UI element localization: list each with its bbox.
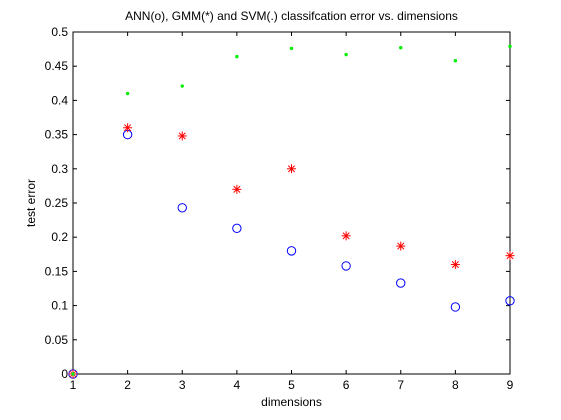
y-tick-label: 0.3: [51, 162, 68, 176]
data-marks: [69, 45, 515, 379]
y-tick-label: 0.15: [45, 264, 69, 278]
axes: [73, 32, 510, 374]
x-tick-label: 7: [397, 378, 404, 392]
y-tick-label: 0.5: [51, 25, 68, 39]
gmm-point: [123, 123, 132, 132]
svm-point: [344, 53, 347, 56]
svm-point: [399, 46, 402, 49]
y-tick-label: 0.05: [45, 333, 69, 347]
gmm-point: [451, 260, 460, 269]
x-tick-label: 4: [234, 378, 241, 392]
x-tick-label: 1: [70, 378, 77, 392]
ann-point: [178, 204, 186, 212]
svm-point: [508, 45, 511, 48]
x-tick-label: 6: [343, 378, 350, 392]
x-tick-label: 3: [179, 378, 186, 392]
y-tick-label: 0.35: [45, 128, 69, 142]
svm-point: [235, 55, 238, 58]
x-tick-label: 2: [124, 378, 131, 392]
x-tick-label: 9: [507, 378, 514, 392]
svm-point: [126, 92, 129, 95]
svm-point: [71, 372, 74, 375]
ann-point: [451, 303, 459, 311]
y-tick-label: 0.2: [51, 230, 68, 244]
gmm-point: [342, 231, 351, 240]
gmm-point: [506, 251, 515, 260]
gmm-point: [232, 185, 241, 194]
x-tick-label: 5: [288, 378, 295, 392]
svm-point: [181, 84, 184, 87]
ann-point: [287, 247, 295, 255]
ann-point: [233, 224, 241, 232]
ann-point: [397, 279, 405, 287]
y-tick-label: 0.1: [51, 299, 68, 313]
y-tick-label: 0.45: [45, 59, 69, 73]
ticks: 1 2 3 4 5 6 7 8 9 0 0.05 0.1 0.15 0.2 0.25 0.3 0.35 0.4 0.…: [45, 25, 514, 392]
ann-point: [342, 262, 350, 270]
x-tick-label: 8: [452, 378, 459, 392]
gmm-point: [396, 242, 405, 251]
gmm-point: [287, 164, 296, 173]
y-tick-label: 0.25: [45, 196, 69, 210]
y-tick-label: 0.4: [51, 93, 68, 107]
y-tick-label: 0: [61, 367, 68, 381]
svm-point: [290, 47, 293, 50]
plot-box: [73, 32, 510, 374]
gmm-point: [178, 131, 187, 140]
svm-point: [454, 59, 457, 62]
